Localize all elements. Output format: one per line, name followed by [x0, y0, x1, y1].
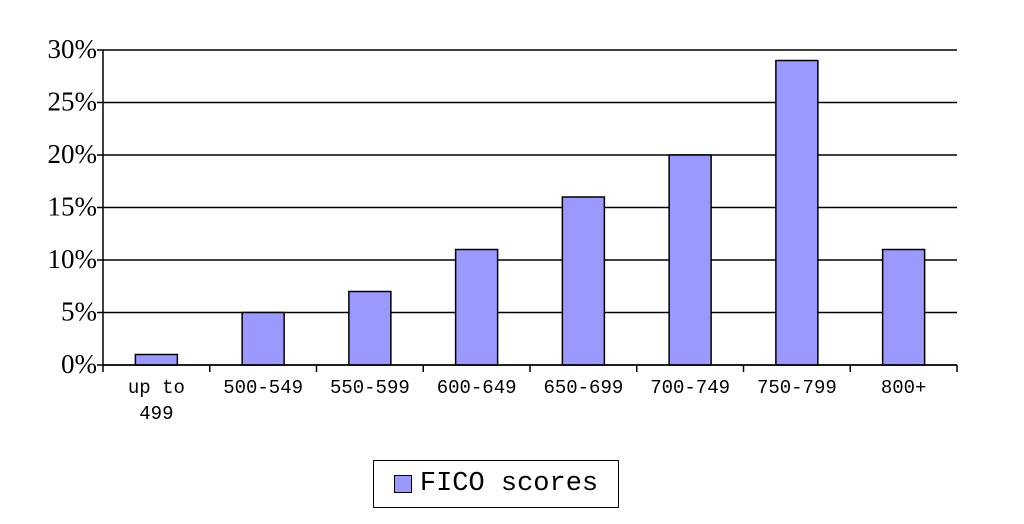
y-tick-label: 30%: [48, 34, 98, 64]
y-tick-label: 10%: [48, 244, 98, 274]
y-tick-label: 0%: [61, 349, 97, 379]
legend-label: FICO scores: [419, 469, 599, 499]
legend: FICO scores: [373, 460, 619, 508]
x-tick-label: 600-649: [436, 377, 517, 399]
x-tick-label: 700-749: [650, 377, 731, 399]
x-tick-label: 750-799: [756, 377, 837, 399]
x-tick-label: up to 499: [127, 377, 185, 425]
bar: [561, 196, 606, 366]
bar: [241, 311, 285, 366]
x-tick-label: 550-599: [329, 377, 410, 399]
bar: [134, 353, 179, 366]
bar: [775, 59, 819, 366]
legend-swatch: [393, 475, 412, 493]
y-tick-label: 5%: [61, 297, 97, 327]
x-tick-label: 650-699: [543, 377, 624, 399]
bar: [668, 154, 712, 366]
y-tick-label: 15%: [48, 192, 98, 222]
bar: [881, 248, 926, 366]
bar: [454, 248, 499, 366]
x-tick-label: 800+: [880, 377, 927, 399]
y-tick-label: 25%: [48, 87, 98, 117]
x-tick-label: 500-549: [223, 377, 304, 399]
bar: [348, 290, 392, 366]
y-tick-label: 20%: [48, 139, 98, 169]
